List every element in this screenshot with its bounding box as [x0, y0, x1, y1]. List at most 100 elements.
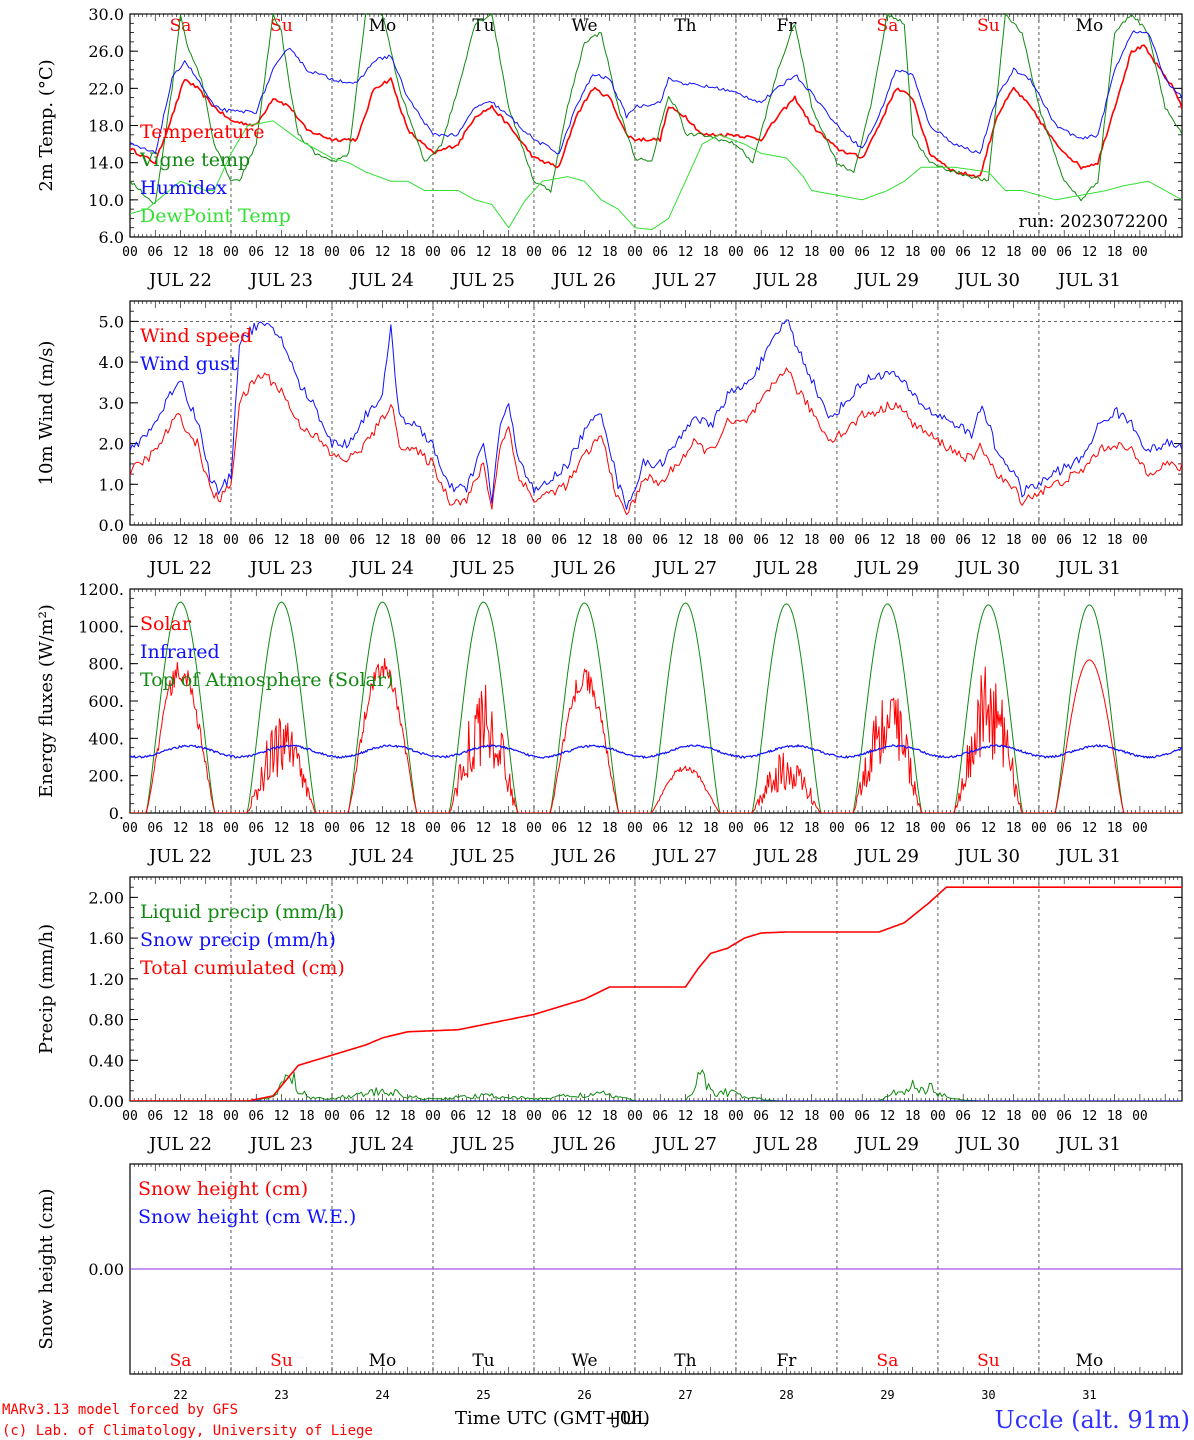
y-axis-label: Energy fluxes (W/m²) [36, 604, 57, 798]
series-solar-line [130, 658, 1182, 813]
x-hour-label: 18 [501, 245, 517, 260]
x-hour-label: 18 [501, 533, 517, 548]
x-hour-label: 00 [930, 533, 946, 548]
y-axis-label: 2m Temp. (°C) [36, 59, 57, 191]
legend-entry: Vigne temp [139, 149, 250, 171]
x-hour-label: 00 [1031, 1109, 1047, 1124]
footer-credit-2: (c) Lab. of Climatology, University of L… [2, 1423, 373, 1439]
legend-entry: Snow height (cm) [138, 1178, 308, 1200]
x-hour-label: 18 [804, 245, 820, 260]
y-tick-label: 1000. [78, 617, 124, 636]
weekday-label: Sa [877, 16, 899, 36]
weekday-label: Fr [776, 1351, 797, 1371]
run-label: run: 2023072200 [1019, 212, 1168, 232]
x-hour-label: 18 [905, 533, 921, 548]
x-hour-label: 00 [1132, 821, 1148, 836]
x-hour-label: 18 [602, 1109, 618, 1124]
x-hour-label: 00 [425, 245, 441, 260]
series-dewpoint-temp-line [130, 120, 1182, 231]
x-hour-label: 00 [324, 1109, 340, 1124]
x-hour-label: 18 [400, 1109, 416, 1124]
x-hour-label: 06 [854, 245, 870, 260]
x-hour-label: 00 [122, 1109, 138, 1124]
x-date-label: JUL 27 [652, 1134, 717, 1155]
weekday-label: Th [674, 1351, 696, 1371]
x-date-label: JUL 25 [450, 846, 515, 867]
weekday-label: Mo [1076, 16, 1104, 36]
x-hour-label: 06 [753, 245, 769, 260]
x-hour-label: 00 [627, 1109, 643, 1124]
x-date-label: JUL 31 [1056, 846, 1121, 867]
x-hour-label: 06 [248, 533, 264, 548]
x-hour-label: 18 [299, 245, 315, 260]
x-hour-label: 06 [551, 821, 567, 836]
x-date-label: JUL 29 [854, 270, 919, 291]
x-date-label: JUL 30 [955, 1134, 1020, 1155]
x-hour-label: 12 [779, 1109, 795, 1124]
x-hour-label: 18 [703, 245, 719, 260]
x-date-label: JUL 22 [147, 558, 212, 579]
footer-credit-1: MARv3.13 model forced by GFS [2, 1402, 238, 1418]
x-hour-label: 18 [1107, 1109, 1123, 1124]
legend-entry: Snow height (cm W.E.) [138, 1206, 356, 1228]
x-hour-label: 06 [753, 533, 769, 548]
x-hour-label: 12 [880, 533, 896, 548]
legend-entry: Temperature [140, 121, 264, 143]
x-date-label: JUL 31 [1056, 558, 1121, 579]
x-hour-label: 18 [501, 821, 517, 836]
x-hour-label: 00 [425, 1109, 441, 1124]
x-hour-label: 12 [1082, 533, 1098, 548]
x-hour-label: 18 [602, 533, 618, 548]
weekday-label: Su [977, 16, 1000, 36]
weekday-label: Mo [369, 1351, 397, 1371]
x-axis-label: Time UTC (GMT+0h) [455, 1408, 650, 1429]
legend-entry: Snow precip (mm/h) [140, 929, 336, 951]
x-hour-label: 00 [425, 821, 441, 836]
y-tick-label: 0.0 [99, 516, 124, 535]
x-hour-label: 00 [425, 533, 441, 548]
x-hour-label: 00 [526, 821, 542, 836]
x-date-label: JUL 29 [854, 1134, 919, 1155]
x-date-label: JUL 24 [349, 270, 414, 291]
y-tick-label: 0.80 [88, 1011, 124, 1030]
x-hour-label: 12 [375, 1109, 391, 1124]
legend-entry: Humidex [140, 177, 227, 199]
x-hour-label: 12 [779, 245, 795, 260]
x-hour-label: 18 [400, 821, 416, 836]
x-hour-label: 00 [324, 245, 340, 260]
x-hour-label: 18 [804, 1109, 820, 1124]
series-infrared-line [130, 744, 1182, 759]
x-date-label: JUL 23 [248, 846, 313, 867]
x-hour-label: 06 [955, 245, 971, 260]
weekday-label: Sa [877, 1351, 899, 1371]
x-hour-label: 12 [880, 1109, 896, 1124]
x-hour-label: 06 [147, 1109, 163, 1124]
x-hour-label: 06 [1056, 1109, 1072, 1124]
x-hour-label: 12 [678, 821, 694, 836]
x-date-label: JUL 30 [955, 558, 1020, 579]
x-hour-label: 06 [854, 1109, 870, 1124]
weekday-label: Tu [472, 1351, 494, 1371]
x-hour-label: 06 [652, 533, 668, 548]
y-tick-label: 400. [88, 729, 124, 748]
weekday-label: Su [977, 1351, 1000, 1371]
plot-area [130, 886, 1182, 1101]
x-hour-label: 06 [450, 533, 466, 548]
x-date-label: JUL 27 [652, 558, 717, 579]
x-hour-label: 00 [728, 1109, 744, 1124]
x-hour-label: 12 [476, 1109, 492, 1124]
x-hour-label: 18 [1006, 245, 1022, 260]
y-tick-label: 1200. [78, 580, 124, 599]
x-hour-label: 06 [652, 245, 668, 260]
weekday-label: We [571, 1351, 597, 1371]
x-hour-label: 12 [173, 245, 189, 260]
x-hour-label: 06 [551, 245, 567, 260]
x-hour-label: 00 [930, 1109, 946, 1124]
x-hour-label: 18 [1107, 533, 1123, 548]
x-date-label: JUL 28 [753, 270, 818, 291]
x-hour-label: 00 [324, 533, 340, 548]
weekday-label: We [571, 16, 597, 36]
x-date-label: JUL 23 [248, 558, 313, 579]
legend-entry: Total cumulated (cm) [140, 957, 345, 979]
x-hour-label: 18 [703, 533, 719, 548]
